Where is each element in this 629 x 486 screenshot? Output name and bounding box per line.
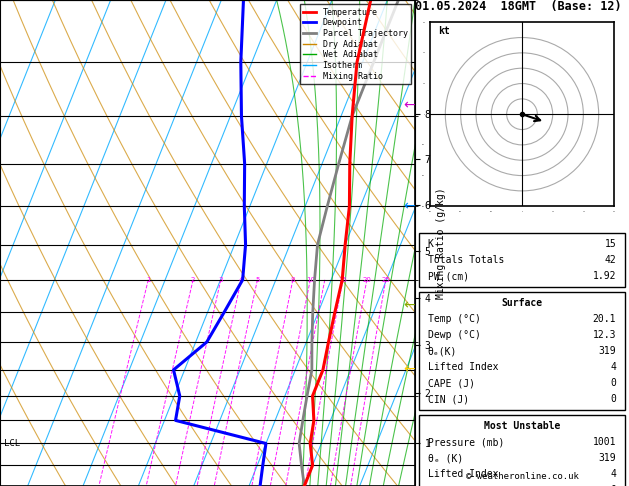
Text: θₑ(K): θₑ(K) xyxy=(428,346,457,356)
FancyBboxPatch shape xyxy=(420,415,625,486)
Text: ←: ← xyxy=(403,199,415,213)
Text: 12.3: 12.3 xyxy=(593,330,616,340)
Text: K: K xyxy=(428,239,434,249)
Text: Surface: Surface xyxy=(501,298,543,308)
Text: 319: 319 xyxy=(599,453,616,463)
Text: 319: 319 xyxy=(599,346,616,356)
Text: CAPE (J): CAPE (J) xyxy=(428,485,475,486)
Text: 1.92: 1.92 xyxy=(593,271,616,281)
Text: 4: 4 xyxy=(239,277,243,283)
Text: 2: 2 xyxy=(191,277,195,283)
Text: PW (cm): PW (cm) xyxy=(428,271,469,281)
Text: 01.05.2024  18GMT  (Base: 12): 01.05.2024 18GMT (Base: 12) xyxy=(415,0,621,13)
Text: Temp (°C): Temp (°C) xyxy=(428,314,481,324)
Text: 1001: 1001 xyxy=(593,437,616,447)
Text: ←: ← xyxy=(403,99,415,113)
Text: Lifted Index: Lifted Index xyxy=(428,469,498,479)
FancyBboxPatch shape xyxy=(420,233,625,287)
Text: 3: 3 xyxy=(218,277,223,283)
Text: 42: 42 xyxy=(604,255,616,265)
Legend: Temperature, Dewpoint, Parcel Trajectory, Dry Adiabat, Wet Adiabat, Isotherm, Mi: Temperature, Dewpoint, Parcel Trajectory… xyxy=(300,4,411,84)
Y-axis label: Mixing Ratio (g/kg): Mixing Ratio (g/kg) xyxy=(436,187,446,299)
Text: 4: 4 xyxy=(610,469,616,479)
Text: LCL: LCL xyxy=(4,439,20,448)
Text: © weatheronline.co.uk: © weatheronline.co.uk xyxy=(465,472,579,481)
Text: ←: ← xyxy=(403,299,415,313)
Text: 15: 15 xyxy=(338,277,347,283)
Text: 1: 1 xyxy=(146,277,150,283)
Text: θₑ (K): θₑ (K) xyxy=(428,453,463,463)
Text: 8: 8 xyxy=(291,277,295,283)
Text: 5: 5 xyxy=(255,277,260,283)
Text: 20.1: 20.1 xyxy=(593,314,616,324)
Text: CAPE (J): CAPE (J) xyxy=(428,378,475,388)
Text: ←: ← xyxy=(403,363,415,377)
Text: 20: 20 xyxy=(362,277,371,283)
Text: 25: 25 xyxy=(381,277,390,283)
FancyBboxPatch shape xyxy=(420,292,625,410)
Text: 0: 0 xyxy=(610,485,616,486)
Text: Totals Totals: Totals Totals xyxy=(428,255,504,265)
Text: Lifted Index: Lifted Index xyxy=(428,362,498,372)
Text: CIN (J): CIN (J) xyxy=(428,394,469,404)
Text: Dewp (°C): Dewp (°C) xyxy=(428,330,481,340)
Text: Pressure (mb): Pressure (mb) xyxy=(428,437,504,447)
Text: 4: 4 xyxy=(610,362,616,372)
Text: 15: 15 xyxy=(604,239,616,249)
Text: 0: 0 xyxy=(610,378,616,388)
Text: Most Unstable: Most Unstable xyxy=(484,421,560,431)
Text: 0: 0 xyxy=(610,394,616,404)
Text: 10: 10 xyxy=(306,277,314,283)
